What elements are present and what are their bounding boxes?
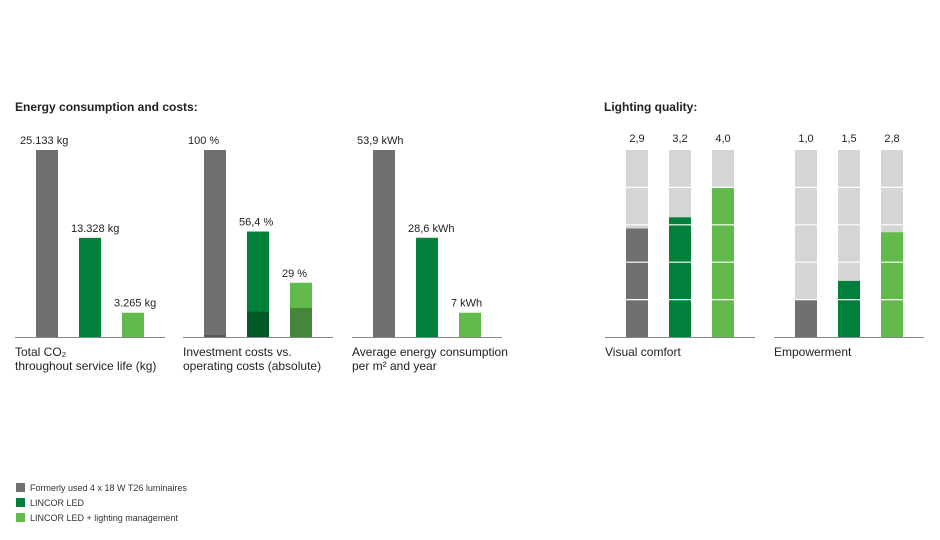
co2-bar-lincor-mgmt [122, 312, 144, 337]
visual-comfort-caption-line-1: Visual comfort [605, 345, 681, 359]
visual-comfort-label-lincor-mgmt: 4,0 [715, 133, 730, 145]
co2-caption: Total CO₂ throughout service life (kg) [15, 345, 175, 373]
energy-label-formerly: 53,9 kWh [357, 135, 403, 147]
empowerment-chart-panel: 1,0 1,5 2,8 Empowerment [774, 120, 924, 380]
co2-chart: 25.133 kg 13.328 kg 3.265 kg [15, 135, 165, 338]
empowerment-label-formerly: 1,0 [798, 133, 813, 145]
investment-investment-segment-lincor-led [247, 311, 269, 337]
legend-swatch-formerly [16, 483, 25, 492]
legend-item-lincor-mgmt: LINCOR LED + lighting management [16, 510, 187, 525]
energy-label-lincor-mgmt: 7 kWh [451, 298, 482, 310]
investment-caption-line-2: operating costs (absolute) [183, 359, 322, 373]
visual-comfort-bar-formerly [626, 228, 648, 337]
investment-caption-line-1: Investment costs vs. [183, 345, 292, 359]
co2-chart-panel: 25.133 kg 13.328 kg 3.265 kg Total CO₂ thr… [15, 120, 165, 380]
empowerment-caption: Empowerment [774, 345, 924, 359]
visual-comfort-label-formerly: 2,9 [629, 133, 644, 145]
legend-label-formerly: Formerly used 4 x 18 W T26 luminaires [30, 482, 187, 493]
energy-label-lincor-led: 28,6 kWh [408, 223, 454, 235]
co2-label-lincor-led: 13.328 kg [71, 223, 119, 235]
energy-bar-lincor-mgmt [459, 312, 481, 337]
co2-bar-formerly [36, 150, 58, 337]
legend-item-formerly: Formerly used 4 x 18 W T26 luminaires [16, 480, 187, 495]
visual-comfort-bar-lincor-led [669, 217, 691, 337]
empowerment-bar-formerly [795, 299, 817, 337]
empowerment-label-lincor-led: 1,5 [841, 133, 856, 145]
legend-swatch-lincor-mgmt [16, 513, 25, 522]
empowerment-caption-line-1: Empowerment [774, 345, 852, 359]
legend: Formerly used 4 x 18 W T26 luminaires LI… [16, 480, 187, 525]
investment-bar-formerly [204, 150, 226, 337]
investment-label-formerly: 100 % [188, 135, 219, 147]
energy-section-title: Energy consumption and costs: [15, 100, 198, 114]
legend-swatch-lincor-led [16, 498, 25, 507]
investment-investment-segment-formerly [204, 335, 226, 337]
empowerment-bar-lincor-led [838, 280, 860, 337]
energy-bar-lincor-led [416, 237, 438, 337]
visual-comfort-chart: 2,9 3,2 4,0 [605, 133, 755, 338]
empowerment-track-formerly [795, 150, 817, 337]
investment-chart-panel: 100 % 56,4 % 29 % Investment costs vs. ope… [183, 120, 333, 380]
legend-label-lincor-led: LINCOR LED [30, 497, 85, 508]
visual-comfort-caption: Visual comfort [605, 345, 755, 359]
energy-caption-line-2: per m² and year [352, 359, 437, 373]
co2-bar-lincor-led [79, 237, 101, 337]
energy-caption-line-1: Average energy consumption [352, 345, 508, 359]
visual-comfort-label-lincor-led: 3,2 [672, 133, 687, 145]
co2-caption-line-1: Total CO₂ [15, 345, 67, 359]
investment-label-lincor-led: 56,4 % [239, 217, 273, 229]
quality-section-title: Lighting quality: [604, 100, 698, 114]
co2-caption-line-2: throughout service life (kg) [15, 359, 157, 373]
energy-chart: 53,9 kWh 28,6 kWh 7 kWh [352, 135, 502, 338]
co2-label-formerly: 25.133 kg [20, 135, 68, 147]
investment-bar-lincor-led [247, 231, 269, 337]
investment-investment-segment-lincor-mgmt [290, 308, 312, 337]
visual-comfort-chart-panel: 2,9 3,2 4,0 Visual comfort [605, 120, 755, 380]
empowerment-bar-lincor-mgmt [881, 232, 903, 337]
energy-chart-panel: 53,9 kWh 28,6 kWh 7 kWh Average energy con… [352, 120, 508, 380]
legend-label-lincor-mgmt: LINCOR LED + lighting management [30, 512, 178, 523]
investment-label-lincor-mgmt: 29 % [282, 268, 307, 280]
investment-chart: 100 % 56,4 % 29 % [183, 135, 333, 338]
co2-label-lincor-mgmt: 3.265 kg [114, 298, 156, 310]
energy-caption: Average energy consumption per m² and ye… [352, 345, 522, 373]
empowerment-label-lincor-mgmt: 2,8 [884, 133, 899, 145]
investment-caption: Investment costs vs. operating costs (ab… [183, 345, 343, 373]
empowerment-chart: 1,0 1,5 2,8 [774, 133, 924, 338]
legend-item-lincor-led: LINCOR LED [16, 495, 187, 510]
energy-bar-formerly [373, 150, 395, 337]
